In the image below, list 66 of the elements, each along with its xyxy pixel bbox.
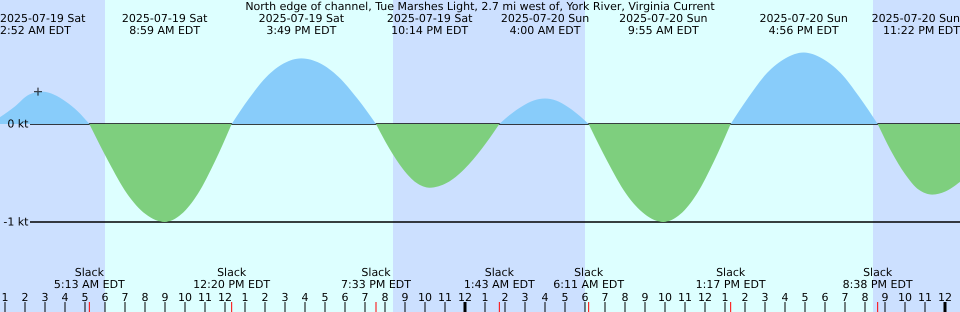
x-tick-label: 3 xyxy=(282,291,288,304)
x-tick-label: 5 xyxy=(322,291,328,304)
x-tick-label: 8 xyxy=(382,291,388,304)
annotation: 2025-07-20 Sun 4:56 PM EDT xyxy=(759,12,848,37)
annotation: Slack 8:38 PM EDT xyxy=(842,266,913,291)
y-tick-label: 0 kt xyxy=(7,117,30,130)
x-tick-label: 4 xyxy=(782,291,788,304)
annotation: 2025-07-19 Sat 2:52 AM EDT xyxy=(0,12,86,37)
annotation: Slack 6:11 AM EDT xyxy=(553,266,624,291)
x-tick-label: 10 xyxy=(418,291,432,304)
x-tick-label: 7 xyxy=(362,291,368,304)
x-tick-label: 4 xyxy=(302,291,308,304)
x-tick-label: 1 xyxy=(722,291,728,304)
annotation: 2025-07-20 Sun 9:55 AM EDT xyxy=(619,12,708,37)
x-tick-label: 10 xyxy=(898,291,912,304)
annotation: Slack 7:33 PM EDT xyxy=(341,266,412,291)
x-tick-label: 7 xyxy=(842,291,848,304)
annotation: Slack 1:17 PM EDT xyxy=(696,266,766,291)
annotation: 2025-07-19 Sat 10:14 PM EDT xyxy=(386,12,474,37)
x-tick-label: 8 xyxy=(622,291,628,304)
x-tick-label: 12 xyxy=(458,291,472,304)
x-tick-label: 5 xyxy=(562,291,568,304)
x-tick-label: 6 xyxy=(582,291,588,304)
x-tick-label: 2 xyxy=(22,291,28,304)
x-tick-label: 12 xyxy=(938,291,952,304)
x-tick-label: 3 xyxy=(42,291,48,304)
x-tick-label: 9 xyxy=(882,291,888,304)
x-tick-label: 3 xyxy=(762,291,768,304)
annotation: Slack 12:20 PM EDT xyxy=(193,266,270,291)
x-tick-label: 6 xyxy=(342,291,348,304)
y-tick-label: -1 kt xyxy=(3,216,30,229)
x-tick-label: 9 xyxy=(642,291,648,304)
annotation: 2025-07-20 Sun 11:22 PM EDT xyxy=(872,12,960,37)
x-tick-label: 2 xyxy=(502,291,508,304)
annotation: 2025-07-19 Sat 8:59 AM EDT xyxy=(122,12,208,37)
annotation: Slack 5:13 AM EDT xyxy=(54,266,126,291)
annotation: 2025-07-19 Sat 3:49 PM EDT xyxy=(258,12,345,37)
x-tick-label: 10 xyxy=(658,291,672,304)
x-tick-label: 4 xyxy=(62,291,68,304)
x-tick-label: 6 xyxy=(102,291,108,304)
x-tick-label: 6 xyxy=(822,291,828,304)
x-tick-label: 2 xyxy=(262,291,268,304)
x-tick-label: 5 xyxy=(82,291,88,304)
x-tick-label: 10 xyxy=(178,291,192,304)
x-tick-label: 7 xyxy=(602,291,608,304)
x-tick-label: 1 xyxy=(2,291,8,304)
x-tick-label: 12 xyxy=(698,291,712,304)
x-tick-label: 12 xyxy=(218,291,232,304)
x-tick-label: 11 xyxy=(918,291,932,304)
chart-title: North edge of channel, Tue Marshes Light, 2.7 mi west of, York River, Virginia Current xyxy=(245,0,716,13)
x-tick-label: 8 xyxy=(142,291,148,304)
annotation: Slack 1:43 AM EDT xyxy=(464,266,536,291)
x-tick-label: 9 xyxy=(402,291,408,304)
x-tick-label: 2 xyxy=(742,291,748,304)
x-tick-label: 8 xyxy=(862,291,868,304)
x-tick-label: 5 xyxy=(802,291,808,304)
x-tick-label: 9 xyxy=(162,291,168,304)
x-tick-label: 11 xyxy=(198,291,212,304)
x-tick-label: 1 xyxy=(482,291,488,304)
x-tick-label: 7 xyxy=(122,291,128,304)
annotation: 2025-07-20 Sun 4:00 AM EDT xyxy=(500,12,590,37)
x-tick-label: 11 xyxy=(678,291,692,304)
x-tick-label: 1 xyxy=(242,291,248,304)
x-tick-label: 11 xyxy=(438,291,452,304)
x-tick-label: 3 xyxy=(522,291,528,304)
x-tick-label: 4 xyxy=(542,291,548,304)
